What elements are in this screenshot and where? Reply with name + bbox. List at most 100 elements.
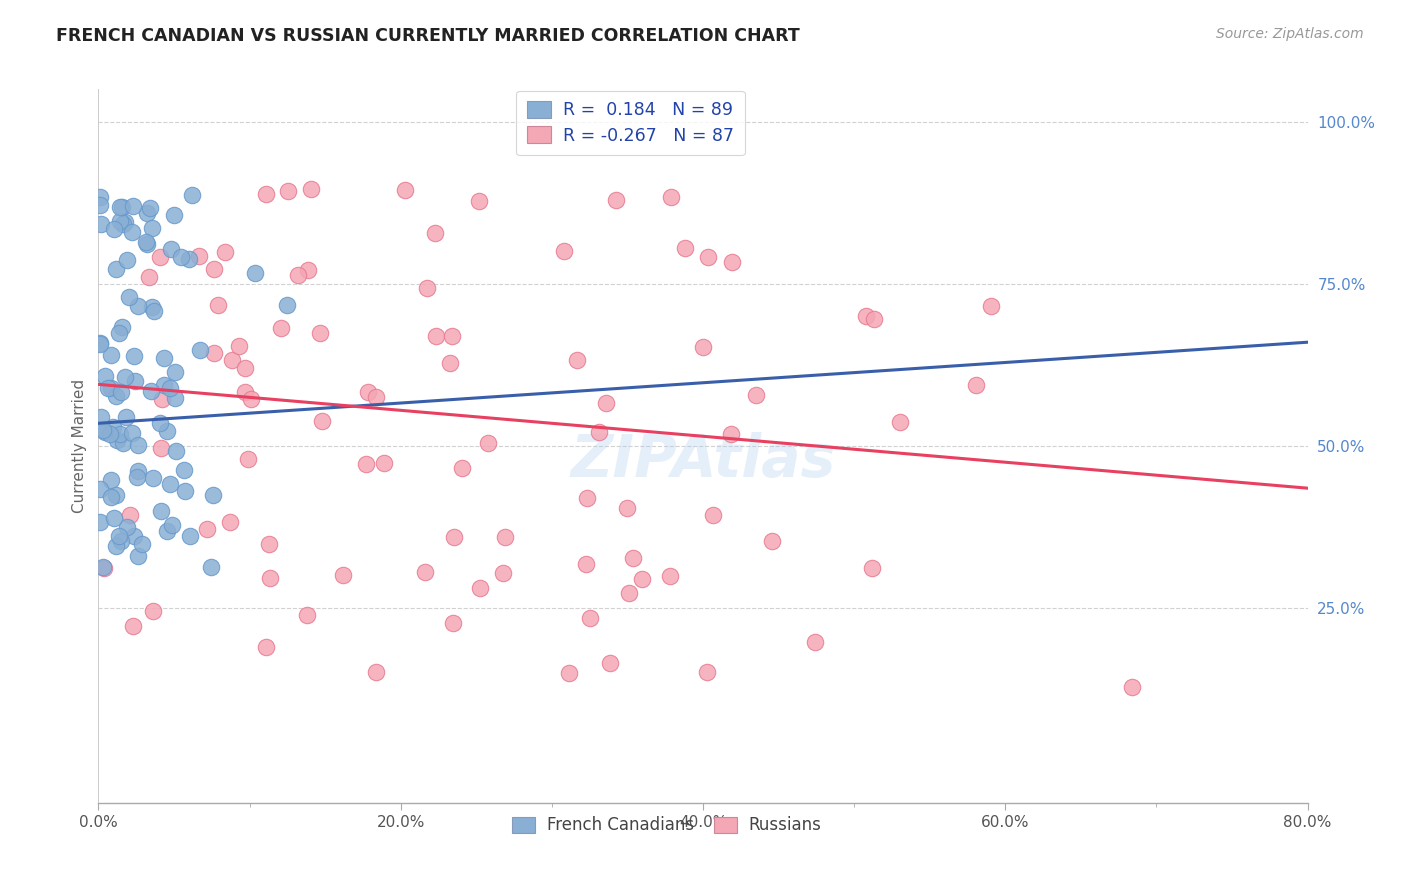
Point (110, 533, 132, 548)
Point (159, 477, 181, 491)
Point (108, 426, 131, 441)
Point (114, 370, 136, 384)
Point (170, 250, 193, 264)
Point (103, 222, 125, 236)
Point (579, 611, 602, 625)
Point (115, 410, 138, 425)
Point (297, 263, 319, 277)
Point (965, 377, 987, 392)
Point (105, 488, 128, 502)
Point (152, 351, 174, 366)
Point (98, 427, 121, 442)
Point (553, 244, 575, 258)
Point (692, 340, 714, 354)
Point (139, 202, 162, 216)
Point (575, 557, 598, 571)
Point (141, 220, 163, 235)
Point (254, 640, 277, 654)
Point (91, 423, 114, 437)
Point (394, 183, 416, 197)
Point (142, 304, 165, 318)
Point (110, 200, 132, 214)
Point (233, 361, 256, 376)
Point (94, 425, 117, 440)
Point (156, 424, 179, 438)
Point (139, 384, 162, 398)
Point (117, 253, 139, 268)
Point (165, 366, 187, 380)
Point (201, 488, 224, 502)
Point (659, 568, 682, 582)
Point (100, 473, 122, 487)
Point (160, 517, 183, 532)
Text: FRENCH CANADIAN VS RUSSIAN CURRENTLY MARRIED CORRELATION CHART: FRENCH CANADIAN VS RUSSIAN CURRENTLY MAR… (56, 27, 800, 45)
Point (94, 368, 117, 383)
Point (150, 504, 173, 518)
Point (565, 352, 588, 367)
Point (243, 266, 266, 280)
Point (103, 510, 125, 524)
Point (121, 618, 143, 632)
Point (980, 299, 1002, 313)
Point (295, 608, 318, 623)
Point (108, 529, 131, 543)
Point (110, 200, 132, 214)
Point (439, 356, 461, 370)
Point (150, 441, 173, 455)
Point (173, 462, 195, 476)
Point (617, 586, 640, 600)
Point (173, 483, 195, 498)
Point (616, 500, 638, 515)
Point (415, 281, 437, 295)
Point (595, 396, 617, 410)
Point (127, 549, 149, 563)
Point (277, 184, 299, 198)
Point (219, 516, 242, 530)
Point (111, 320, 134, 334)
Point (142, 471, 165, 485)
Point (89, 336, 111, 351)
Text: ZIPAtlas: ZIPAtlas (571, 432, 835, 489)
Point (90, 409, 112, 424)
Point (236, 452, 259, 467)
Point (121, 426, 143, 441)
Point (373, 456, 395, 470)
Point (89, 515, 111, 529)
Point (659, 190, 682, 204)
Point (332, 568, 354, 582)
Point (254, 186, 277, 201)
Point (675, 241, 697, 255)
Point (138, 270, 160, 285)
Point (287, 268, 309, 282)
Point (89, 190, 111, 204)
Point (165, 444, 187, 458)
Point (156, 524, 179, 538)
Point (443, 530, 465, 544)
Point (131, 537, 153, 551)
Point (108, 326, 131, 341)
Point (121, 225, 143, 239)
Point (125, 470, 148, 484)
Point (364, 390, 387, 404)
Point (451, 461, 474, 475)
Point (163, 392, 186, 406)
Point (135, 237, 157, 252)
Point (257, 537, 280, 551)
Point (575, 491, 598, 505)
Point (104, 389, 127, 403)
Point (91, 559, 114, 574)
Point (105, 261, 128, 276)
Point (630, 572, 652, 586)
Point (122, 199, 145, 213)
Point (188, 249, 211, 263)
Point (855, 309, 877, 323)
Point (276, 298, 298, 312)
Point (364, 665, 387, 679)
Point (179, 252, 201, 266)
Point (423, 226, 446, 240)
Point (141, 300, 163, 314)
Legend: French Canadians, Russians: French Canadians, Russians (502, 806, 832, 845)
Point (356, 385, 378, 400)
Point (159, 381, 181, 395)
Point (441, 329, 464, 343)
